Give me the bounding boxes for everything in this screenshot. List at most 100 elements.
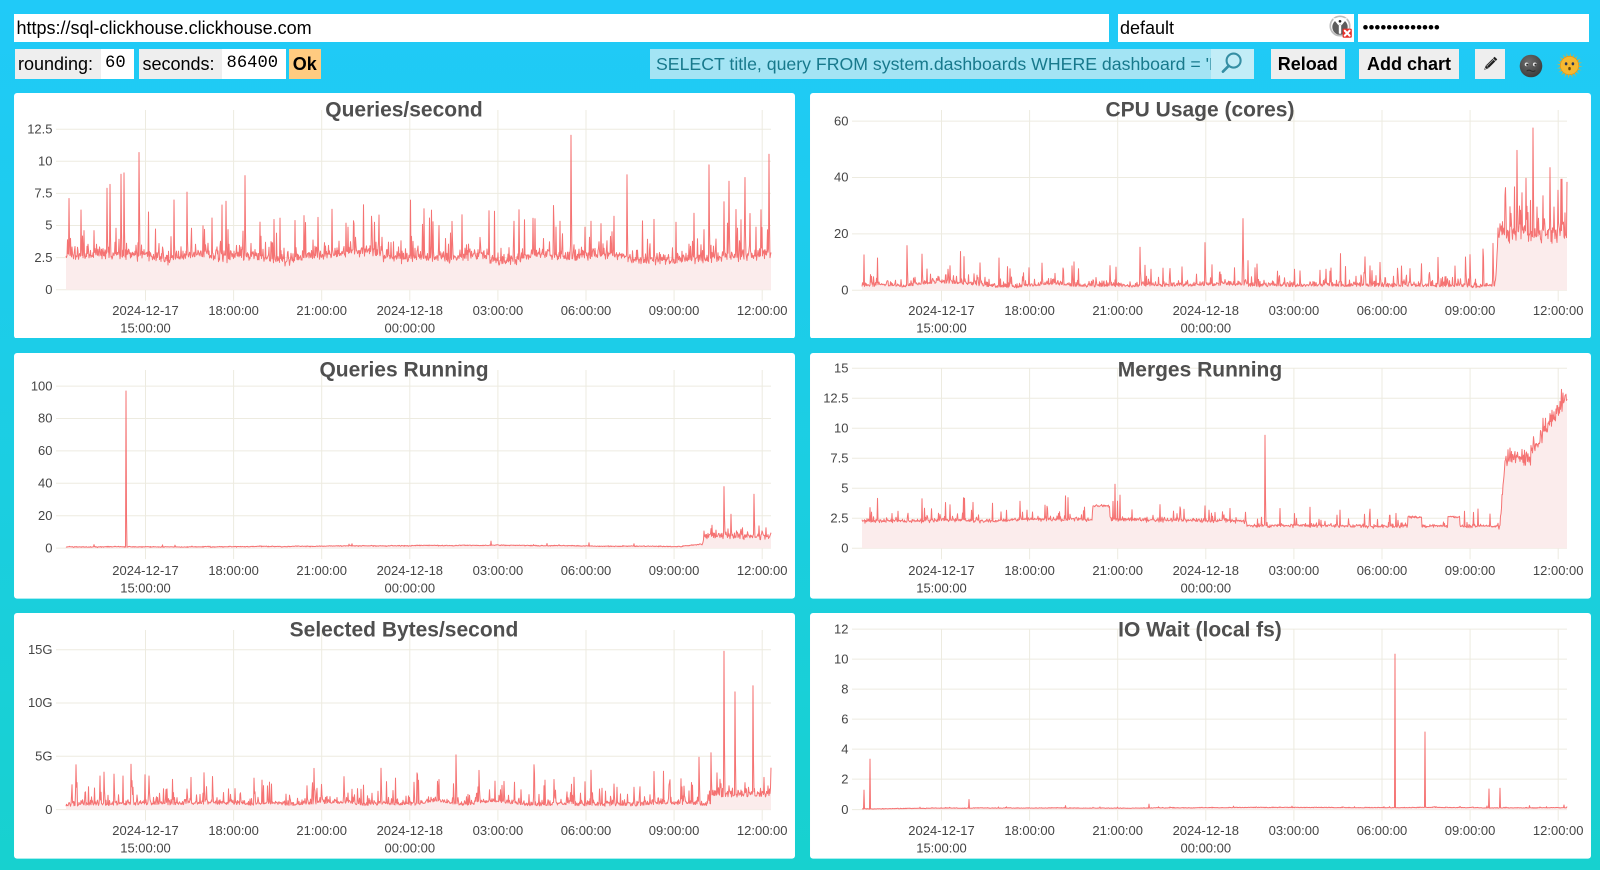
- svg-text:4: 4: [841, 742, 848, 757]
- svg-text:0: 0: [45, 282, 52, 297]
- svg-text:20: 20: [38, 508, 52, 523]
- svg-text:10: 10: [834, 652, 848, 667]
- svg-text:15: 15: [834, 361, 848, 376]
- svg-text:09:00:00: 09:00:00: [1445, 303, 1496, 318]
- svg-text:80: 80: [38, 411, 52, 426]
- svg-text:60: 60: [834, 113, 848, 128]
- svg-text:12:00:00: 12:00:00: [1533, 823, 1584, 838]
- svg-text:18:00:00: 18:00:00: [208, 823, 259, 838]
- svg-text:2024-12-18: 2024-12-18: [376, 823, 442, 838]
- svg-text:00:00:00: 00:00:00: [1180, 320, 1231, 335]
- svg-text:8: 8: [841, 682, 848, 697]
- svg-text:6: 6: [841, 712, 848, 727]
- svg-text:18:00:00: 18:00:00: [1004, 303, 1055, 318]
- svg-text:21:00:00: 21:00:00: [1092, 563, 1143, 578]
- svg-text:15:00:00: 15:00:00: [120, 581, 171, 596]
- svg-text:5: 5: [45, 217, 52, 232]
- svg-text:21:00:00: 21:00:00: [296, 823, 347, 838]
- svg-text:2024-12-17: 2024-12-17: [908, 823, 974, 838]
- svg-text:00:00:00: 00:00:00: [1180, 581, 1231, 596]
- svg-text:5: 5: [841, 481, 848, 496]
- svg-text:20: 20: [834, 226, 848, 241]
- svg-text:0: 0: [45, 802, 52, 817]
- svg-text:2.5: 2.5: [34, 250, 52, 265]
- svg-text:IO Wait (local fs): IO Wait (local fs): [1118, 619, 1282, 642]
- svg-text:2024-12-18: 2024-12-18: [376, 303, 442, 318]
- svg-text:15G: 15G: [28, 642, 53, 657]
- svg-text:Merges Running: Merges Running: [1117, 359, 1281, 382]
- svg-text:2024-12-18: 2024-12-18: [1172, 563, 1238, 578]
- svg-text:15:00:00: 15:00:00: [916, 320, 967, 335]
- svg-text:40: 40: [38, 476, 52, 491]
- svg-text:03:00:00: 03:00:00: [1268, 563, 1319, 578]
- svg-text:06:00:00: 06:00:00: [560, 563, 611, 578]
- svg-text:09:00:00: 09:00:00: [648, 823, 699, 838]
- svg-text:2024-12-18: 2024-12-18: [1172, 303, 1238, 318]
- svg-text:21:00:00: 21:00:00: [296, 563, 347, 578]
- svg-text:06:00:00: 06:00:00: [560, 303, 611, 318]
- svg-text:18:00:00: 18:00:00: [1004, 823, 1055, 838]
- svg-text:12: 12: [834, 622, 848, 637]
- svg-text:06:00:00: 06:00:00: [1356, 823, 1407, 838]
- svg-text:Queries Running: Queries Running: [319, 359, 488, 382]
- svg-text:03:00:00: 03:00:00: [472, 823, 523, 838]
- svg-text:21:00:00: 21:00:00: [1092, 303, 1143, 318]
- svg-text:12.5: 12.5: [27, 121, 52, 136]
- svg-text:5G: 5G: [35, 749, 52, 764]
- svg-text:03:00:00: 03:00:00: [1268, 823, 1319, 838]
- svg-text:2.5: 2.5: [830, 511, 848, 526]
- svg-text:2024-12-17: 2024-12-17: [112, 563, 178, 578]
- svg-text:12:00:00: 12:00:00: [1533, 563, 1584, 578]
- svg-text:09:00:00: 09:00:00: [1445, 823, 1496, 838]
- svg-text:00:00:00: 00:00:00: [1180, 841, 1231, 856]
- svg-text:21:00:00: 21:00:00: [296, 303, 347, 318]
- svg-text:18:00:00: 18:00:00: [208, 563, 259, 578]
- svg-text:2024-12-17: 2024-12-17: [908, 563, 974, 578]
- svg-text:0: 0: [45, 541, 52, 556]
- svg-text:15:00:00: 15:00:00: [120, 320, 171, 335]
- svg-text:03:00:00: 03:00:00: [472, 303, 523, 318]
- svg-text:12:00:00: 12:00:00: [1533, 303, 1584, 318]
- svg-text:0: 0: [841, 802, 848, 817]
- svg-text:CPU Usage (cores): CPU Usage (cores): [1105, 98, 1294, 121]
- svg-text:2024-12-18: 2024-12-18: [1172, 823, 1238, 838]
- svg-text:Queries/second: Queries/second: [325, 98, 482, 121]
- svg-text:60: 60: [38, 443, 52, 458]
- svg-text:10: 10: [834, 421, 848, 436]
- svg-text:12:00:00: 12:00:00: [737, 823, 788, 838]
- svg-text:2024-12-18: 2024-12-18: [376, 563, 442, 578]
- svg-text:18:00:00: 18:00:00: [1004, 563, 1055, 578]
- svg-text:15:00:00: 15:00:00: [120, 841, 171, 856]
- svg-text:15:00:00: 15:00:00: [916, 841, 967, 856]
- svg-text:7.5: 7.5: [34, 185, 52, 200]
- svg-text:0: 0: [841, 541, 848, 556]
- svg-text:100: 100: [30, 379, 52, 394]
- svg-text:06:00:00: 06:00:00: [1356, 303, 1407, 318]
- svg-text:Selected Bytes/second: Selected Bytes/second: [289, 619, 518, 642]
- svg-text:00:00:00: 00:00:00: [384, 581, 435, 596]
- svg-text:03:00:00: 03:00:00: [1268, 303, 1319, 318]
- svg-text:00:00:00: 00:00:00: [384, 841, 435, 856]
- svg-text:2: 2: [841, 772, 848, 787]
- svg-text:10: 10: [38, 153, 52, 168]
- svg-text:06:00:00: 06:00:00: [560, 823, 611, 838]
- svg-text:7.5: 7.5: [830, 451, 848, 466]
- svg-text:2024-12-17: 2024-12-17: [112, 823, 178, 838]
- svg-text:12:00:00: 12:00:00: [737, 303, 788, 318]
- svg-text:2024-12-17: 2024-12-17: [112, 303, 178, 318]
- svg-text:18:00:00: 18:00:00: [208, 303, 259, 318]
- svg-text:09:00:00: 09:00:00: [648, 303, 699, 318]
- svg-text:09:00:00: 09:00:00: [1445, 563, 1496, 578]
- svg-text:09:00:00: 09:00:00: [648, 563, 699, 578]
- svg-text:12.5: 12.5: [823, 391, 848, 406]
- svg-text:12:00:00: 12:00:00: [737, 563, 788, 578]
- svg-text:10G: 10G: [28, 696, 53, 711]
- svg-text:2024-12-17: 2024-12-17: [908, 303, 974, 318]
- svg-text:06:00:00: 06:00:00: [1356, 563, 1407, 578]
- svg-text:21:00:00: 21:00:00: [1092, 823, 1143, 838]
- svg-text:40: 40: [834, 169, 848, 184]
- svg-text:15:00:00: 15:00:00: [916, 581, 967, 596]
- svg-text:03:00:00: 03:00:00: [472, 563, 523, 578]
- svg-text:0: 0: [841, 282, 848, 297]
- svg-text:00:00:00: 00:00:00: [384, 320, 435, 335]
